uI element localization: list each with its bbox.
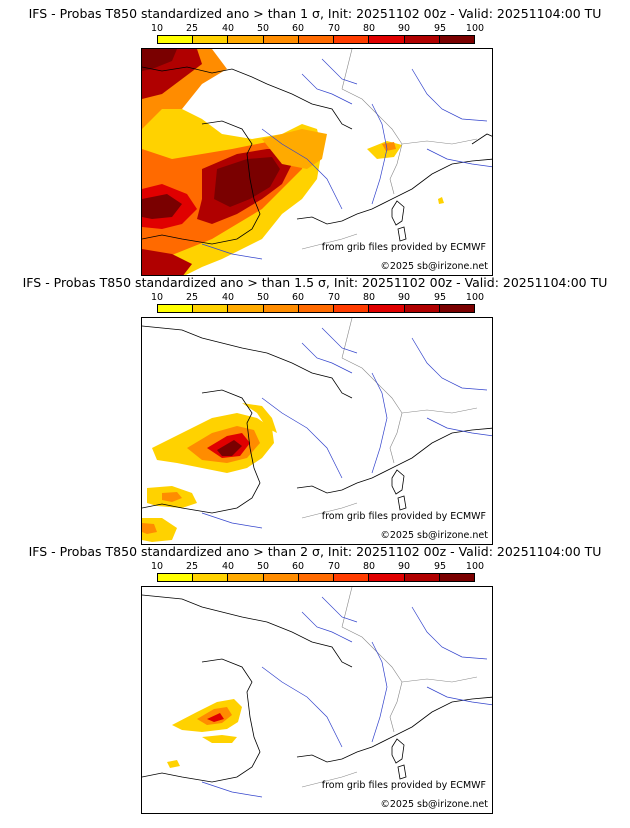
probability-map: from grib files provided by ECMWF ©2025 … <box>141 317 493 545</box>
colorbar-tick: 10 <box>150 23 164 34</box>
colorbar <box>157 304 475 313</box>
copyright-credit: ©2025 sb@irizone.net <box>380 261 488 272</box>
colorbar-swatch <box>193 574 229 581</box>
colorbar <box>157 35 475 44</box>
panel-title: IFS - Probas T850 standardized ano > tha… <box>28 544 602 559</box>
colorbar-ticks: 10 25 40 50 60 70 80 90 95 100 <box>151 561 484 573</box>
country-borders <box>301 49 478 250</box>
probability-fill <box>167 699 242 768</box>
colorbar-tick: 10 <box>150 292 164 303</box>
colorbar-tick: 90 <box>397 23 411 34</box>
colorbar-tick: 80 <box>362 292 376 303</box>
colorbar-tick: 50 <box>256 23 270 34</box>
colorbar-swatch <box>298 36 335 43</box>
colorbar-swatch <box>193 36 229 43</box>
panel-1sigma: IFS - Probas T850 standardized ano > tha… <box>0 6 630 278</box>
colorbar-tick: 40 <box>221 292 235 303</box>
colorbar-tick: 100 <box>465 23 485 34</box>
source-credit: from grib files provided by ECMWF <box>321 242 486 253</box>
colorbar-tick: 70 <box>327 23 341 34</box>
colorbar-tick: 95 <box>433 561 447 572</box>
colorbar-swatch <box>439 36 474 43</box>
colorbar-swatch <box>404 305 440 312</box>
colorbar-tick: 100 <box>465 292 485 303</box>
colorbar-tick: 90 <box>397 561 411 572</box>
colorbar-tick: 10 <box>150 561 164 572</box>
panel-1-5sigma: IFS - Probas T850 standardized ano > tha… <box>0 275 630 547</box>
colorbar-swatch <box>369 36 405 43</box>
colorbar-swatch <box>369 574 405 581</box>
probability-map: from grib files provided by ECMWF ©2025 … <box>141 586 493 814</box>
panel-2sigma: IFS - Probas T850 standardized ano > tha… <box>0 544 630 822</box>
colorbar-tick: 90 <box>397 292 411 303</box>
colorbar-tick: 25 <box>185 292 199 303</box>
colorbar-swatch <box>404 36 440 43</box>
colorbar-swatch <box>263 305 299 312</box>
colorbar-swatch <box>439 574 474 581</box>
colorbar-swatch <box>263 574 299 581</box>
colorbar-tick: 80 <box>362 23 376 34</box>
map-canvas <box>142 49 492 275</box>
coastline <box>142 66 492 245</box>
source-credit: from grib files provided by ECMWF <box>321 511 486 522</box>
map-canvas <box>142 587 492 798</box>
colorbar-swatch <box>193 305 229 312</box>
probability-fill <box>142 49 444 275</box>
copyright-credit: ©2025 sb@irizone.net <box>380 799 488 810</box>
colorbar-tick: 60 <box>291 292 305 303</box>
colorbar-swatch <box>369 305 405 312</box>
country-borders <box>301 587 478 788</box>
colorbar-tick: 70 <box>327 292 341 303</box>
colorbar-tick: 50 <box>256 292 270 303</box>
colorbar-tick: 25 <box>185 23 199 34</box>
colorbar-tick: 70 <box>327 561 341 572</box>
colorbar-swatch <box>263 36 299 43</box>
colorbar-swatch <box>334 36 370 43</box>
map-canvas <box>142 318 492 542</box>
colorbar-tick: 25 <box>185 561 199 572</box>
panel-title: IFS - Probas T850 standardized ano > tha… <box>28 6 602 21</box>
rivers <box>201 58 492 260</box>
copyright-credit: ©2025 sb@irizone.net <box>380 530 488 541</box>
colorbar <box>157 573 475 582</box>
colorbar-tick: 40 <box>221 23 235 34</box>
rivers <box>201 327 492 529</box>
colorbar-tick: 100 <box>465 561 485 572</box>
colorbar-tick: 60 <box>291 23 305 34</box>
colorbar-tick: 95 <box>433 292 447 303</box>
country-borders <box>301 318 478 519</box>
rivers <box>201 596 492 798</box>
colorbar-swatch <box>334 305 370 312</box>
colorbar-swatch <box>158 305 194 312</box>
colorbar-ticks: 10 25 40 50 60 70 80 90 95 100 <box>151 292 484 304</box>
colorbar-tick: 60 <box>291 561 305 572</box>
coastline <box>142 325 492 514</box>
colorbar-tick: 40 <box>221 561 235 572</box>
colorbar-ticks: 10 25 40 50 60 70 80 90 95 100 <box>151 23 484 35</box>
colorbar-swatch <box>334 574 370 581</box>
colorbar-swatch <box>404 574 440 581</box>
coastline <box>142 594 492 783</box>
colorbar-tick: 50 <box>256 561 270 572</box>
panel-title: IFS - Probas T850 standardized ano > tha… <box>22 275 608 290</box>
colorbar-swatch <box>228 574 264 581</box>
colorbar-tick: 80 <box>362 561 376 572</box>
colorbar-swatch <box>298 305 335 312</box>
colorbar-swatch <box>228 305 264 312</box>
colorbar-swatch <box>158 36 194 43</box>
colorbar-swatch <box>439 305 474 312</box>
colorbar-swatch <box>298 574 335 581</box>
probability-fill <box>142 403 277 542</box>
probability-map: from grib files provided by ECMWF ©2025 … <box>141 48 493 276</box>
source-credit: from grib files provided by ECMWF <box>321 780 486 791</box>
colorbar-tick: 95 <box>433 23 447 34</box>
colorbar-swatch <box>158 574 194 581</box>
colorbar-swatch <box>228 36 264 43</box>
